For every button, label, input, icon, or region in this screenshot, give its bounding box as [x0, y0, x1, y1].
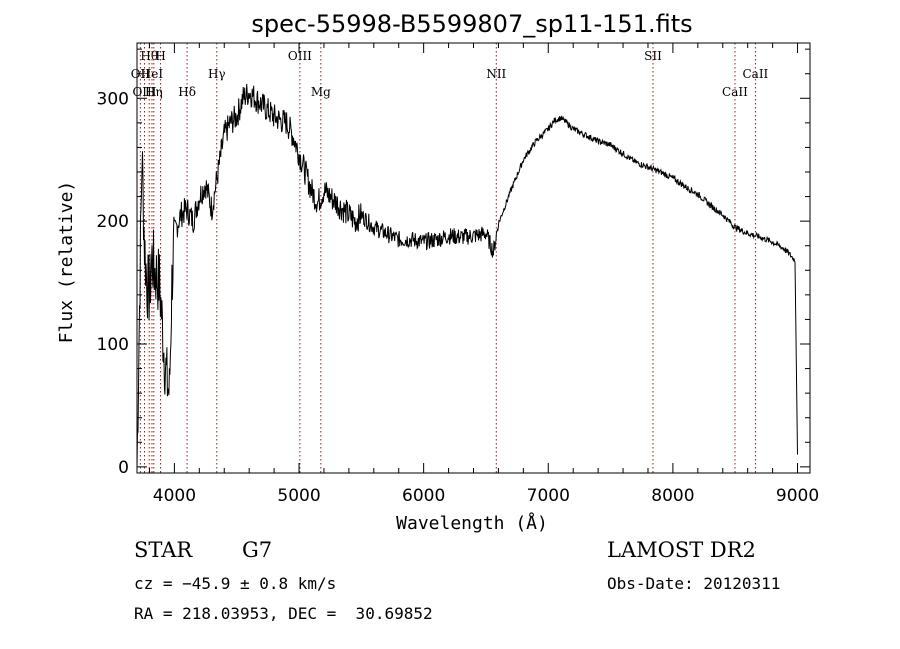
- redshift-velocity: cz = −45.9 ± 0.8 km/s: [134, 574, 337, 593]
- spectral-line-label-6: Hδ: [178, 85, 196, 99]
- y-axis-ticks: 0 100 200 300: [97, 48, 810, 478]
- observation-date: Obs-Date: 20120311: [607, 574, 781, 593]
- spectral-line-label-7: Hγ: [208, 67, 226, 81]
- spectral-line-label-11: SII: [644, 49, 662, 63]
- spectrum-series: [136, 83, 798, 468]
- x-tick-label-6000: 6000: [402, 486, 445, 506]
- object-subclass: G7: [242, 538, 273, 562]
- survey-name: LAMOST DR2: [607, 538, 756, 562]
- x-tick-label-9000: 9000: [776, 486, 819, 506]
- y-tick-label-100: 100: [97, 335, 129, 355]
- spectrum-line: [136, 83, 798, 468]
- x-axis-label: Wavelength (Å): [396, 512, 548, 534]
- spectral-line-label-1: H: [155, 49, 165, 63]
- y-tick-label-200: 200: [97, 212, 129, 232]
- object-class: STAR: [134, 538, 193, 562]
- y-tick-label-0: 0: [118, 458, 129, 478]
- spectral-line-label-5: Hη: [145, 85, 163, 99]
- plot-frame: [136, 42, 811, 474]
- x-tick-label-4000: 4000: [153, 486, 196, 506]
- spectral-line-label-12: CaII: [742, 67, 768, 81]
- chart-title: spec-55998-B5599807_sp11-151.fits: [251, 10, 692, 38]
- y-tick-label-300: 300: [97, 89, 129, 109]
- x-axis-ticks: 4000 5000 6000 7000 8000 9000: [148, 43, 819, 506]
- x-tick-label-8000: 8000: [651, 486, 694, 506]
- coordinates: RA = 218.03953, DEC = 30.69852: [134, 604, 433, 623]
- spectral-line-label-4: OIII: [132, 85, 156, 99]
- y-axis-label: Flux (relative): [56, 181, 77, 344]
- spectral-line-label-10: NII: [486, 67, 506, 81]
- x-tick-label-7000: 7000: [527, 486, 570, 506]
- spectral-line-label-8: OIII: [288, 49, 312, 63]
- spectral-line-label-9: Mg: [311, 85, 331, 99]
- spectral-line-label-13: CaII: [722, 85, 748, 99]
- x-tick-label-5000: 5000: [277, 486, 320, 506]
- spectral-line-label-3: HeI: [141, 67, 164, 81]
